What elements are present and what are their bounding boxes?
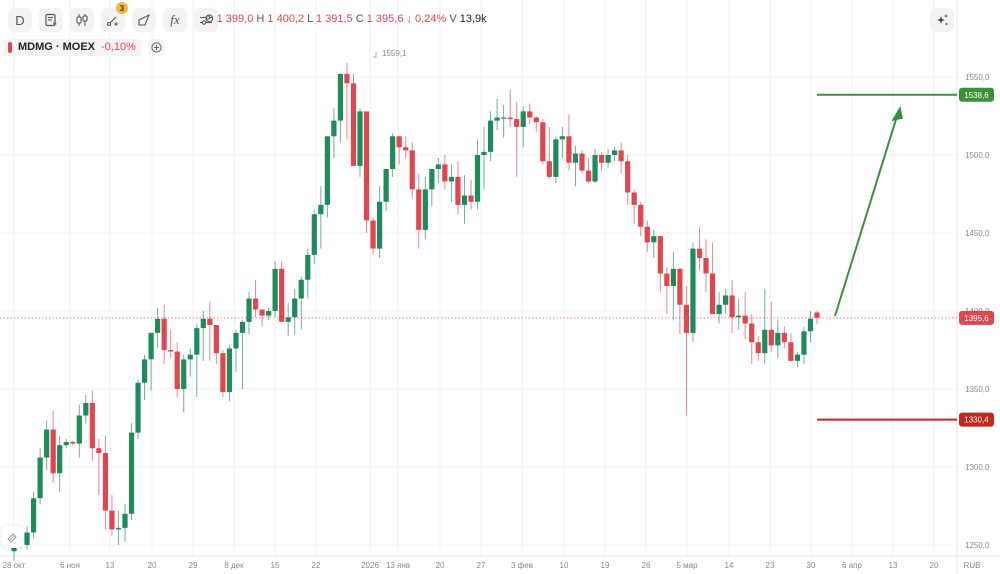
candles-button[interactable]: [70, 8, 94, 32]
svg-text:20: 20: [148, 561, 157, 570]
svg-text:1500,0: 1500,0: [965, 151, 990, 160]
time-axis[interactable]: 28 окт 6 ноя 13 20 29 8 дек 15 22 2026 13 янв 20 27…: [3, 561, 939, 570]
svg-text:15: 15: [271, 561, 280, 570]
svg-text:23: 23: [766, 561, 775, 570]
svg-text:6 апр: 6 апр: [842, 561, 862, 570]
svg-text:2026: 2026: [361, 561, 379, 570]
interval-button[interactable]: D: [8, 8, 32, 32]
trend-arrow[interactable]: [834, 105, 903, 317]
svg-text:22: 22: [312, 561, 321, 570]
symbol-name: MDMG · MOEX: [18, 41, 95, 53]
stop-level-tag: [959, 412, 994, 427]
close-value: 1 395,6: [366, 13, 404, 25]
svg-text:1330,4: 1330,4: [964, 416, 989, 425]
svg-text:20: 20: [436, 561, 445, 570]
chart-list-button[interactable]: [39, 8, 63, 32]
svg-text:1538,6: 1538,6: [964, 91, 989, 100]
high-annotation: 1559,1: [382, 49, 407, 58]
indicators-button[interactable]: fx: [163, 8, 187, 32]
drawings-button[interactable]: 3: [101, 2, 128, 32]
svg-text:27: 27: [477, 561, 486, 570]
low-label: L: [307, 13, 313, 25]
interval-label: D: [15, 12, 25, 28]
high-label: H: [256, 13, 265, 25]
change-value: ↓ 0,24%: [406, 13, 447, 25]
candles: [11, 62, 820, 561]
brush-icon: [7, 533, 17, 543]
plus-circle-icon: [151, 41, 162, 53]
svg-text:1350,0: 1350,0: [965, 385, 990, 394]
svg-text:1450,0: 1450,0: [965, 229, 990, 238]
svg-text:19: 19: [601, 561, 610, 570]
svg-text:5 мар: 5 мар: [676, 561, 698, 570]
svg-text:10: 10: [560, 561, 569, 570]
high-value: 1 400,2: [267, 13, 305, 25]
svg-text:29: 29: [189, 561, 198, 570]
add-symbol-button[interactable]: [147, 38, 165, 56]
svg-text:3 фев: 3 фев: [511, 561, 533, 570]
open-value: 1 399,0: [216, 13, 254, 25]
open-label: O: [205, 13, 214, 25]
function-icon: fx: [170, 12, 180, 27]
series-color-marker: [8, 41, 12, 53]
last-price-tag: [959, 310, 994, 325]
svg-text:14: 14: [725, 561, 734, 570]
svg-text:1300,0: 1300,0: [965, 463, 990, 472]
close-label: C: [355, 13, 364, 25]
ruler-icon: [138, 13, 151, 26]
svg-text:30: 30: [807, 561, 816, 570]
low-value: 1 391,5: [315, 13, 353, 25]
svg-text:28 окт: 28 окт: [3, 561, 26, 570]
candles-icon: [76, 14, 88, 26]
target-level-tag: [959, 87, 994, 102]
list-cursor-icon: [45, 13, 57, 27]
volume-label: V: [449, 13, 457, 25]
svg-text:1395,6: 1395,6: [964, 314, 989, 323]
svg-text:13: 13: [889, 561, 898, 570]
svg-text:1550,0: 1550,0: [965, 73, 990, 82]
symbol-change: -0,10%: [101, 41, 136, 53]
chart-toolbar: D 3 fx: [8, 2, 218, 32]
currency-label: RUB: [964, 561, 981, 570]
ai-assistant-button[interactable]: [930, 8, 954, 32]
series-legend: MDMG · MOEX -0,10%: [4, 38, 165, 56]
svg-text:26: 26: [642, 561, 651, 570]
ohlc-readout: O 1 399,0 H 1 400,2 L 1 391,5 C 1 395,6 …: [205, 13, 487, 25]
sparkles-icon: [937, 14, 948, 25]
drawing-brush-button[interactable]: [2, 526, 24, 548]
svg-text:1250,0: 1250,0: [965, 541, 990, 550]
sliders-icon: [200, 15, 212, 25]
svg-text:20: 20: [930, 561, 939, 570]
svg-text:6 ноя: 6 ноя: [60, 561, 80, 570]
svg-text:13 янв: 13 янв: [386, 561, 410, 570]
drawings-count-badge: 3: [116, 2, 128, 14]
volume-value: 13,9k: [459, 13, 487, 25]
grid: [0, 0, 957, 556]
drawing-tool-button[interactable]: [132, 8, 156, 32]
settings-button[interactable]: [194, 8, 218, 32]
svg-text:13: 13: [106, 561, 115, 570]
svg-text:8 дек: 8 дек: [224, 561, 244, 570]
drawing-line-icon: [107, 16, 118, 26]
symbol-legend[interactable]: MDMG · MOEX -0,10%: [4, 38, 142, 56]
